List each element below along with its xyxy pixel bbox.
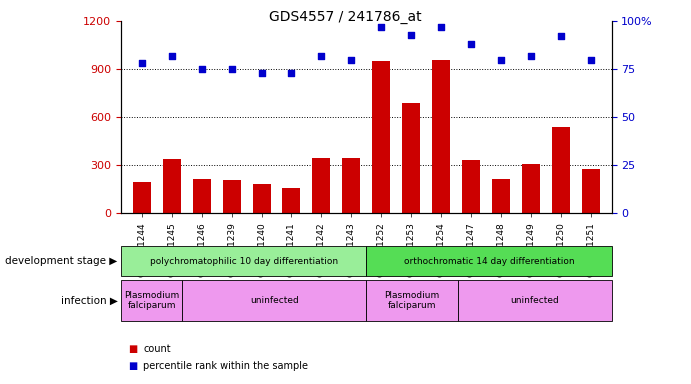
Bar [372, 61, 390, 213]
Bar [342, 158, 360, 213]
Point [226, 66, 237, 72]
Point [406, 31, 417, 38]
Bar [163, 159, 181, 213]
Bar [366, 246, 612, 276]
Point [376, 24, 387, 30]
Point [555, 33, 566, 40]
Text: GDS4557 / 241786_at: GDS4557 / 241786_at [269, 10, 422, 23]
Text: development stage ▶: development stage ▶ [6, 256, 117, 266]
Text: percentile rank within the sample: percentile rank within the sample [143, 361, 308, 371]
Text: Plasmodium
falciparum: Plasmodium falciparum [385, 291, 440, 310]
Text: orthochromatic 14 day differentiation: orthochromatic 14 day differentiation [404, 257, 574, 266]
Bar [133, 182, 151, 213]
Point [286, 70, 297, 76]
Text: ■: ■ [128, 344, 137, 354]
Bar [121, 246, 366, 276]
Bar [182, 280, 366, 321]
Point [466, 41, 477, 47]
Point [316, 53, 327, 59]
Text: uninfected: uninfected [511, 296, 559, 305]
Text: ■: ■ [128, 361, 137, 371]
Point [495, 56, 507, 63]
Bar [402, 103, 420, 213]
Point [256, 70, 267, 76]
Bar [283, 188, 301, 213]
Bar [121, 280, 182, 321]
Text: infection ▶: infection ▶ [61, 295, 117, 306]
Point [585, 56, 596, 63]
Text: count: count [143, 344, 171, 354]
Bar [312, 158, 330, 213]
Text: uninfected: uninfected [250, 296, 299, 305]
Text: polychromatophilic 10 day differentiation: polychromatophilic 10 day differentiatio… [149, 257, 338, 266]
Bar [193, 179, 211, 213]
Point [525, 53, 536, 59]
Bar [252, 184, 270, 213]
Bar [432, 60, 450, 213]
Point [167, 53, 178, 59]
Bar [366, 280, 458, 321]
Bar [551, 127, 569, 213]
Point [435, 24, 446, 30]
Point [136, 60, 147, 66]
Point [196, 66, 207, 72]
Bar [458, 280, 612, 321]
Bar [223, 180, 240, 213]
Bar [492, 179, 510, 213]
Bar [522, 164, 540, 213]
Bar [582, 169, 600, 213]
Text: Plasmodium
falciparum: Plasmodium falciparum [124, 291, 179, 310]
Point [346, 56, 357, 63]
Bar [462, 161, 480, 213]
